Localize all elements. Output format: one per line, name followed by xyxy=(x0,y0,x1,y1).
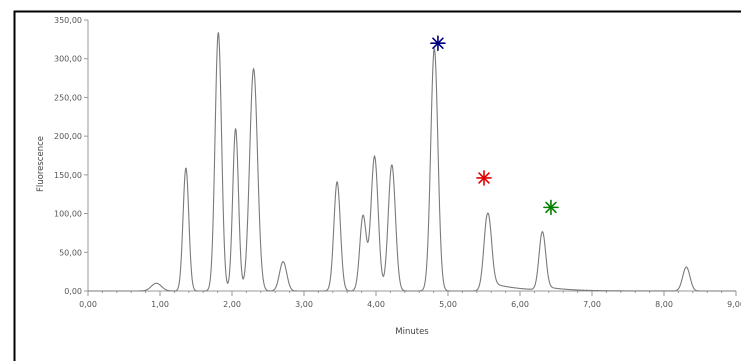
x-tick-label: 9,00 xyxy=(727,300,741,309)
x-tick-label: 4,00 xyxy=(367,300,385,309)
y-tick-label: 200,00 xyxy=(54,132,82,141)
y-tick-label: 150,00 xyxy=(54,171,82,180)
peak-markers xyxy=(430,35,559,216)
y-tick-label: 50,00 xyxy=(59,248,82,257)
x-tick-label: 3,00 xyxy=(295,300,313,309)
x-tick-label: 0,00 xyxy=(79,300,97,309)
y-axis-title: Fluorescence xyxy=(36,136,46,192)
x-axis-title: Minutes xyxy=(395,327,429,337)
y-tick-label: 250,00 xyxy=(54,93,82,102)
x-axis-ticks: 0,00 1,00 2,00 3,00 4,00 5,00 6,00 7,00 8,00 9,00 xyxy=(79,291,741,309)
y-tick-label: 0,00 xyxy=(64,287,82,296)
x-tick-label: 8,00 xyxy=(655,300,673,309)
asterisk-marker xyxy=(543,199,559,216)
asterisk-marker xyxy=(430,35,446,52)
y-axis-ticks: 0,00 50,00 100,00 150,00 200,00 250,00 300,00 3… xyxy=(54,16,88,296)
chart-frame xyxy=(13,10,741,361)
chromatogram-trace xyxy=(88,31,736,292)
x-tick-label: 1,00 xyxy=(151,300,169,309)
y-tick-label: 300,00 xyxy=(54,55,82,64)
y-tick-label: 350,00 xyxy=(54,16,82,25)
x-tick-label: 2,00 xyxy=(223,300,241,309)
x-tick-label: 5,00 xyxy=(439,300,457,309)
asterisk-marker xyxy=(476,170,492,186)
y-tick-label: 100,00 xyxy=(54,210,82,219)
x-tick-label: 7,00 xyxy=(583,300,601,309)
x-tick-label: 6,00 xyxy=(511,300,529,309)
